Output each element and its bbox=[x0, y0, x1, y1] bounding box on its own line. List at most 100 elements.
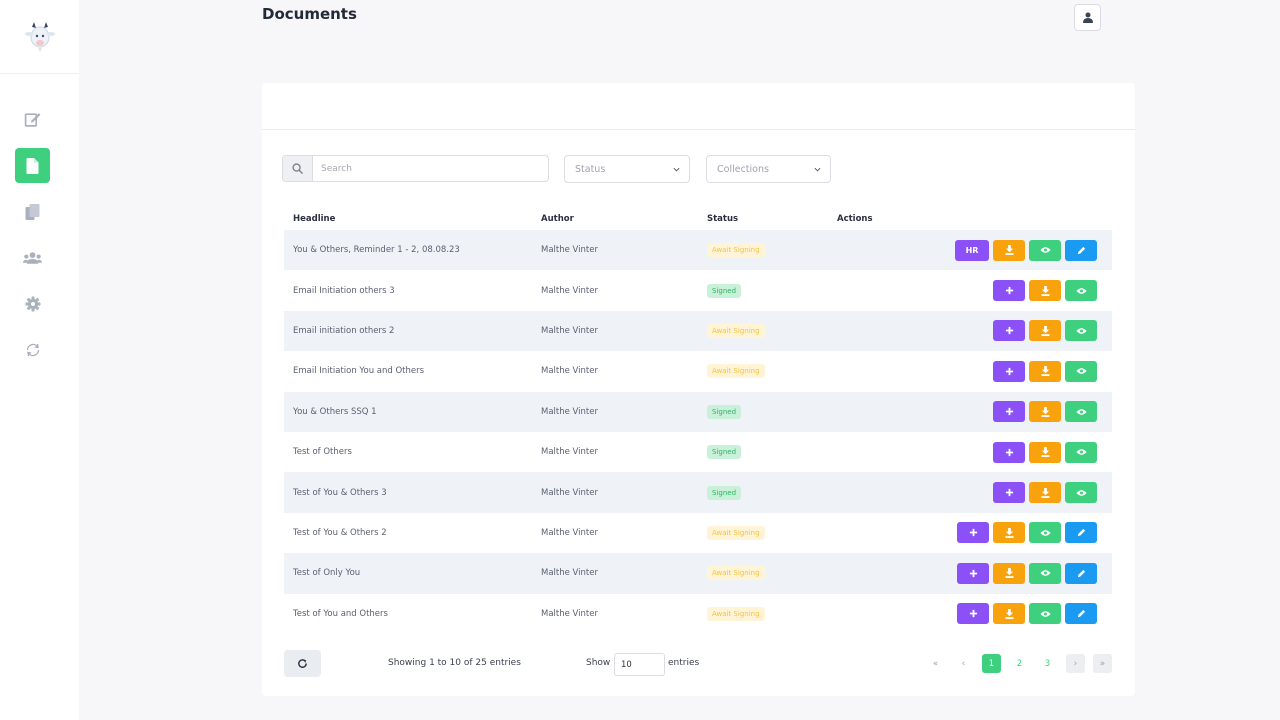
download-button[interactable] bbox=[1029, 320, 1061, 342]
download-button[interactable] bbox=[993, 562, 1025, 584]
view-button[interactable] bbox=[1029, 522, 1061, 544]
sidebar-item-sync[interactable] bbox=[15, 332, 50, 367]
page-size-input[interactable]: 10 bbox=[614, 653, 665, 676]
cell-headline[interactable]: Test of Only You bbox=[293, 568, 361, 579]
add-button[interactable] bbox=[957, 603, 989, 625]
sidebar-item-copies[interactable] bbox=[15, 194, 50, 229]
download-button[interactable] bbox=[1029, 401, 1061, 423]
app-logo[interactable] bbox=[0, 0, 79, 74]
view-button[interactable] bbox=[1029, 239, 1061, 261]
pencil-icon bbox=[1077, 529, 1085, 537]
plus-icon bbox=[1005, 448, 1013, 456]
status-select-label: Status bbox=[575, 163, 606, 175]
view-button[interactable] bbox=[1065, 360, 1097, 382]
column-header-headline[interactable]: Headline bbox=[293, 213, 336, 224]
download-button[interactable] bbox=[993, 603, 1025, 625]
pagination-page-1[interactable]: 1 bbox=[982, 654, 1001, 673]
cell-actions bbox=[837, 513, 1112, 553]
table-row[interactable]: Test of You & Others 2 Malthe Vinter Await… bbox=[284, 513, 1112, 553]
table-row[interactable]: You & Others, Reminder 1 - 2, 08.08.23 Ma… bbox=[284, 230, 1112, 271]
hr-button[interactable]: HR bbox=[955, 239, 989, 261]
view-button[interactable] bbox=[1065, 441, 1097, 463]
cell-headline[interactable]: You & Others SSQ 1 bbox=[293, 406, 377, 417]
cell-status: Await Signing bbox=[707, 594, 837, 634]
cell-headline[interactable]: Email Initiation others 3 bbox=[293, 285, 395, 296]
pagination-page-3[interactable]: 3 bbox=[1044, 658, 1051, 669]
cell-status: Await Signing bbox=[707, 311, 837, 351]
pagination-first[interactable]: « bbox=[932, 658, 939, 669]
view-button[interactable] bbox=[1029, 562, 1061, 584]
table-row[interactable]: Test of You & Others 3 Malthe Vinter Signe… bbox=[284, 472, 1112, 513]
table-row[interactable]: Test of Others Malthe Vinter Signed bbox=[284, 432, 1112, 472]
column-header-status[interactable]: Status bbox=[707, 213, 739, 224]
add-button[interactable] bbox=[993, 280, 1025, 302]
users-icon bbox=[23, 251, 42, 264]
user-menu-button[interactable] bbox=[1074, 4, 1101, 31]
cell-headline[interactable]: Test of You & Others 2 bbox=[293, 527, 387, 538]
sidebar-item-settings[interactable] bbox=[15, 286, 50, 321]
view-button[interactable] bbox=[1065, 320, 1097, 342]
cell-actions: HR bbox=[837, 230, 1112, 270]
edit-button[interactable] bbox=[1065, 603, 1097, 625]
cell-status: Await Signing bbox=[707, 553, 837, 593]
cell-headline[interactable]: Email Initiation You and Others bbox=[293, 366, 425, 377]
view-button[interactable] bbox=[1065, 280, 1097, 302]
edit-button[interactable] bbox=[1065, 522, 1097, 544]
row-actions bbox=[993, 441, 1097, 463]
table-row[interactable]: Email Initiation others 3 Malthe Vinter Si… bbox=[284, 270, 1112, 310]
cell-author: Malthe Vinter bbox=[541, 406, 598, 417]
pagination-prev[interactable]: ‹ bbox=[961, 658, 966, 669]
add-button[interactable] bbox=[993, 320, 1025, 342]
pagination-page-2[interactable]: 2 bbox=[1016, 658, 1023, 669]
download-button[interactable] bbox=[993, 239, 1025, 261]
download-button[interactable] bbox=[993, 522, 1025, 544]
cell-status: Signed bbox=[707, 472, 837, 512]
view-button[interactable] bbox=[1029, 603, 1061, 625]
table-row[interactable]: You & Others SSQ 1 Malthe Vinter Signed bbox=[284, 391, 1112, 432]
view-button[interactable] bbox=[1065, 401, 1097, 423]
status-badge: Await Signing bbox=[707, 566, 765, 581]
search-icon[interactable] bbox=[283, 156, 313, 181]
sidebar-item-edit[interactable] bbox=[15, 102, 50, 137]
eye-icon bbox=[1075, 489, 1087, 496]
sidebar-item-users[interactable] bbox=[15, 240, 50, 275]
row-actions bbox=[993, 482, 1097, 504]
add-button[interactable] bbox=[993, 401, 1025, 423]
cell-headline[interactable]: You & Others, Reminder 1 - 2, 08.08.23 bbox=[293, 245, 460, 256]
column-header-author[interactable]: Author bbox=[541, 213, 574, 224]
refresh-button[interactable] bbox=[284, 650, 321, 677]
cell-actions bbox=[837, 472, 1112, 512]
download-button[interactable] bbox=[1029, 280, 1061, 302]
download-button[interactable] bbox=[1029, 441, 1061, 463]
status-badge: Signed bbox=[707, 404, 742, 419]
edit-button[interactable] bbox=[1065, 239, 1097, 261]
download-button[interactable] bbox=[1029, 360, 1061, 382]
cell-author: Malthe Vinter bbox=[541, 568, 598, 579]
pagination-next[interactable]: › bbox=[1066, 654, 1085, 673]
add-button[interactable] bbox=[957, 562, 989, 584]
download-button[interactable] bbox=[1029, 482, 1061, 504]
add-button[interactable] bbox=[993, 441, 1025, 463]
cell-author: Malthe Vinter bbox=[541, 285, 598, 296]
add-button[interactable] bbox=[957, 522, 989, 544]
cell-author: Malthe Vinter bbox=[541, 245, 598, 256]
eye-icon bbox=[1075, 409, 1087, 415]
table-row[interactable]: Test of You and Others Malthe Vinter Await… bbox=[284, 594, 1112, 634]
pagination-last[interactable]: » bbox=[1093, 654, 1112, 673]
table-row[interactable]: Test of Only You Malthe Vinter Await Signi… bbox=[284, 553, 1112, 594]
add-button[interactable] bbox=[993, 482, 1025, 504]
cell-headline[interactable]: Email initiation others 2 bbox=[293, 325, 395, 336]
cell-headline[interactable]: Test of You and Others bbox=[293, 608, 388, 619]
table-row[interactable]: Email initiation others 2 Malthe Vinter Aw… bbox=[284, 310, 1112, 352]
add-button[interactable] bbox=[993, 360, 1025, 382]
view-button[interactable] bbox=[1065, 482, 1097, 504]
collections-select[interactable]: Collections bbox=[706, 155, 831, 183]
cell-headline[interactable]: Test of Others bbox=[293, 447, 352, 458]
status-select[interactable]: Status bbox=[564, 155, 690, 183]
cell-headline[interactable]: Test of You & Others 3 bbox=[293, 487, 387, 498]
search-input[interactable] bbox=[313, 156, 548, 181]
sidebar-item-documents[interactable] bbox=[15, 148, 50, 183]
cell-actions bbox=[837, 594, 1112, 634]
edit-button[interactable] bbox=[1065, 562, 1097, 584]
table-row[interactable]: Email Initiation You and Others Malthe Vi… bbox=[284, 351, 1112, 391]
